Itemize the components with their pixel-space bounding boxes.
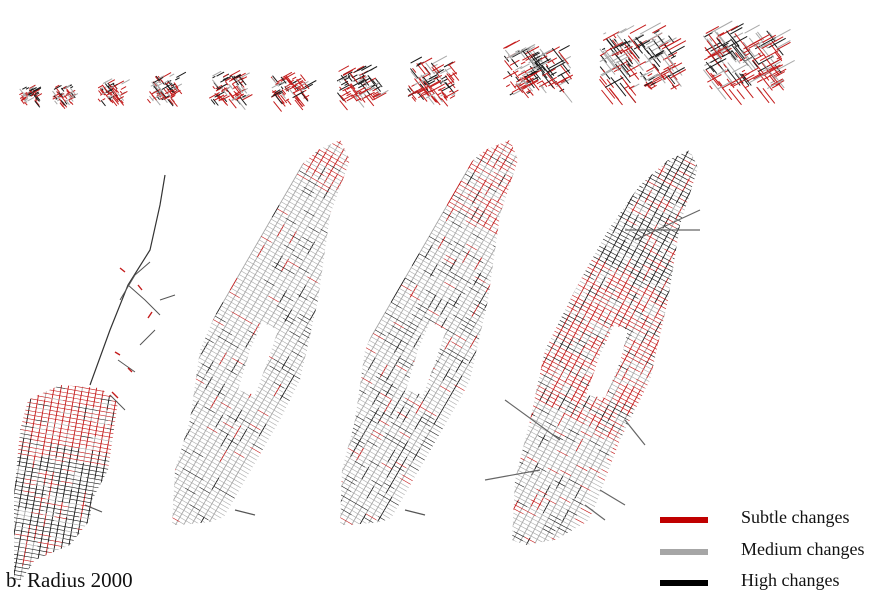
map1-extension-line — [89, 174, 166, 386]
legend-label-medium: Medium changes — [741, 539, 865, 559]
thumbnail-map — [270, 71, 317, 112]
map-panel-3 — [340, 140, 518, 525]
legend-label-subtle: Subtle changes — [741, 507, 850, 527]
central-park-void — [586, 325, 628, 398]
legend-swatch-subtle — [660, 517, 708, 523]
thumbnail-map — [52, 83, 79, 110]
thumbnail-map — [702, 20, 795, 106]
map-panel-1 — [14, 174, 176, 590]
legend-swatch-high — [660, 580, 708, 586]
thumbnail-map — [599, 22, 687, 106]
thumbnail-map — [208, 69, 253, 111]
legend-item-high: High changes — [660, 569, 887, 599]
thumbnail-row — [19, 20, 795, 112]
legend-item-medium: Medium changes — [660, 538, 887, 568]
central-park-void — [238, 322, 278, 395]
figure-caption: b. Radius 2000 — [6, 568, 133, 592]
map-panel-4 — [484, 150, 701, 545]
legend-item-subtle: Subtle changes — [660, 506, 887, 536]
thumbnail-map — [97, 78, 130, 107]
thumbnail-map — [19, 84, 43, 108]
legend-swatch-medium — [660, 549, 708, 555]
thumbnail-map — [336, 64, 389, 111]
central-park-void — [406, 322, 446, 395]
legend-label-high: High changes — [741, 570, 840, 590]
thumbnail-map — [503, 39, 574, 103]
thumbnail-map — [407, 55, 460, 107]
thumbnail-map — [147, 71, 187, 107]
